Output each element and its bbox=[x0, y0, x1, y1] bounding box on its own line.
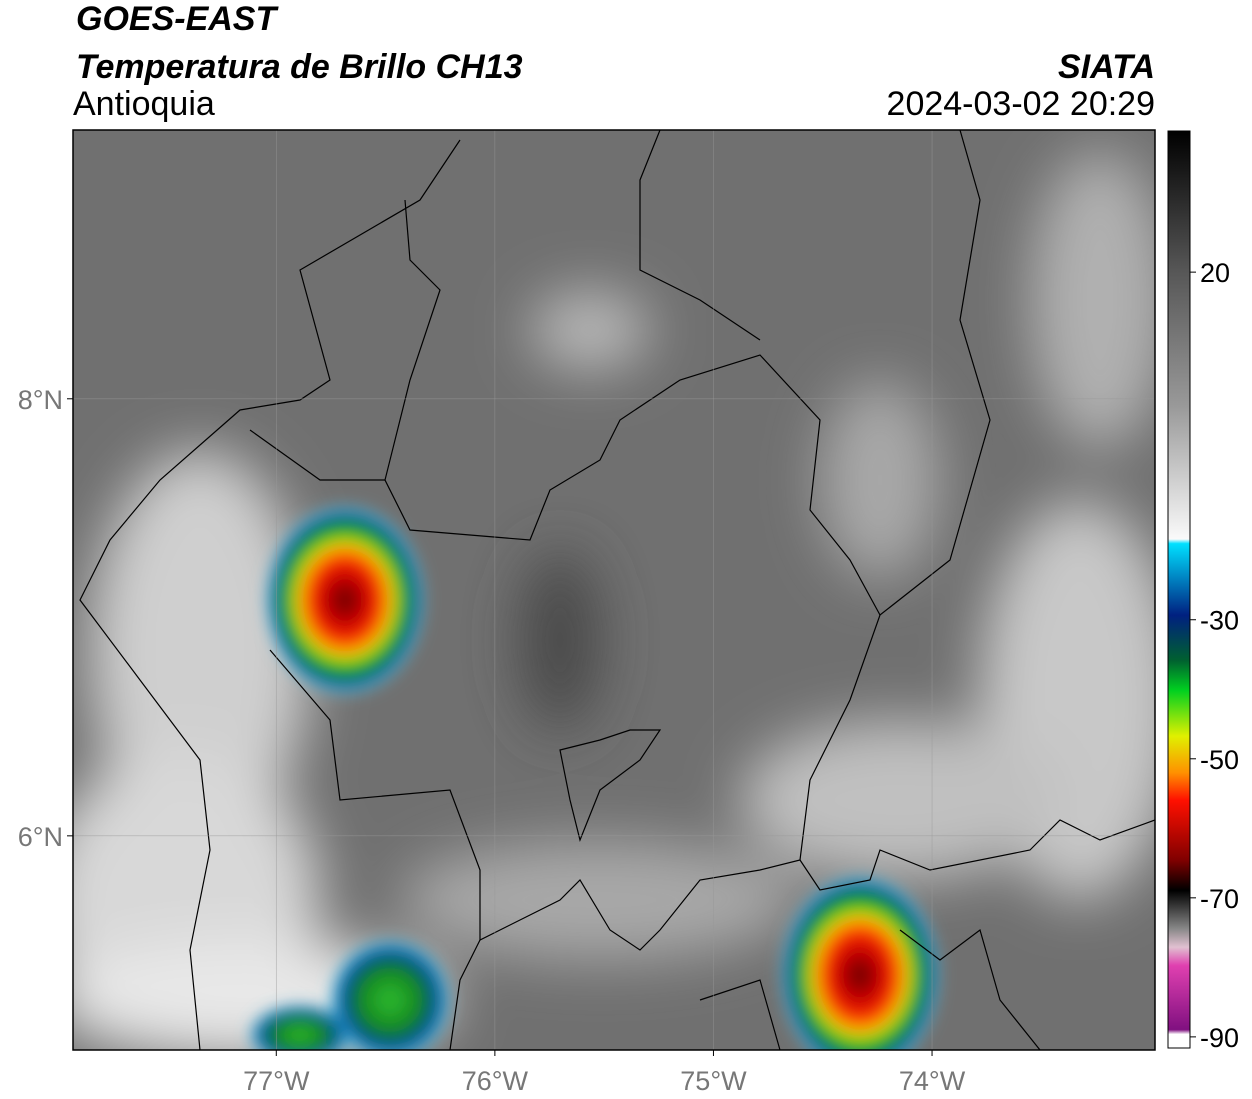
region: Antioquia bbox=[73, 85, 215, 123]
source: SIATA bbox=[1058, 48, 1155, 86]
colorbar bbox=[1167, 130, 1191, 1049]
x-tick-label: 77°W bbox=[243, 1066, 310, 1096]
subtitle: Temperatura de Brillo CH13 bbox=[76, 48, 523, 86]
colorbar-tick-label: -30 bbox=[1200, 606, 1239, 636]
x-tick-label: 74°W bbox=[899, 1066, 966, 1096]
map-frame bbox=[72, 129, 1156, 1051]
colorbar-tick-label: 20 bbox=[1200, 258, 1230, 288]
colorbar-tick-label: -90 bbox=[1200, 1023, 1239, 1053]
datetime: 2024-03-02 20:29 bbox=[887, 85, 1155, 123]
title: GOES-EAST bbox=[76, 0, 279, 38]
colorbar-tick-label: -50 bbox=[1200, 745, 1239, 775]
x-tick-label: 76°W bbox=[462, 1066, 529, 1096]
x-tick-label: 75°W bbox=[680, 1066, 747, 1096]
colorbar-tick-label: -70 bbox=[1200, 884, 1239, 914]
y-tick-label: 8°N bbox=[18, 385, 63, 415]
satellite-image bbox=[73, 130, 1155, 1050]
grid bbox=[73, 130, 1155, 1050]
y-tick-label: 6°N bbox=[18, 822, 63, 852]
